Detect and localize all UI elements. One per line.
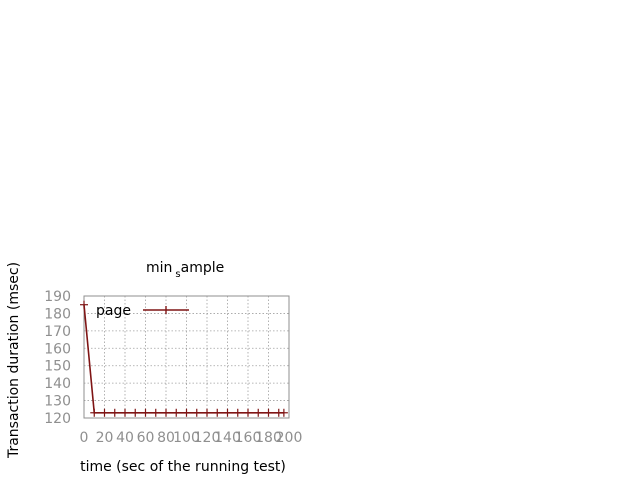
data-point: [162, 408, 170, 417]
chart-title-subscript: s: [175, 269, 180, 280]
x-tick-label: 100: [173, 430, 200, 446]
series-layer: [80, 300, 288, 417]
x-tick-label: 140: [214, 430, 241, 446]
y-tick-label: 130: [44, 394, 71, 410]
x-tick-label: 160: [235, 430, 262, 446]
x-tick-label: 200: [276, 430, 303, 446]
y-tick-label: 180: [44, 306, 71, 322]
data-point: [100, 408, 109, 417]
series-line-page: [83, 304, 284, 414]
data-point: [264, 408, 273, 417]
x-tick-label: 60: [137, 430, 155, 446]
data-point: [151, 408, 160, 417]
chart-title: min sample: [146, 260, 224, 280]
y-tick-label: 160: [44, 341, 71, 357]
data-point: [172, 408, 181, 417]
chart-title-rest: ample: [181, 260, 225, 276]
data-point: [254, 408, 263, 417]
x-tick-label: 180: [255, 430, 282, 446]
data-point: [203, 408, 211, 417]
x-tick-label: 40: [116, 430, 134, 446]
data-point: [192, 408, 201, 417]
x-tick-label: 0: [80, 430, 89, 446]
legend: page: [96, 303, 189, 319]
data-point: [80, 300, 88, 309]
data-point: [131, 408, 140, 417]
y-tick-label: 140: [44, 376, 71, 392]
y-axis-label: Transaction duration (msec): [6, 262, 22, 459]
plot-frame: [83, 295, 290, 419]
data-point: [233, 408, 242, 417]
legend-label-page: page: [96, 303, 131, 319]
data-point: [244, 408, 252, 417]
x-tick-label: 120: [194, 430, 221, 446]
grid: [84, 296, 289, 418]
x-tick-label: 80: [157, 430, 175, 446]
data-point: [121, 408, 129, 417]
data-point: [213, 408, 222, 417]
data-point: [141, 408, 150, 417]
data-point: [110, 408, 119, 417]
data-point: [90, 408, 99, 417]
y-tick-label: 120: [44, 411, 71, 427]
y-tick-label: 150: [44, 359, 71, 375]
x-tick-label: 20: [96, 430, 114, 446]
chart-title-main: min: [146, 260, 172, 276]
data-point: [279, 408, 288, 417]
x-axis-label: time (sec of the running test): [80, 459, 286, 475]
data-point: [223, 408, 232, 417]
data-point: [182, 408, 191, 417]
y-tick-label: 190: [44, 289, 71, 305]
y-tick-label: 170: [44, 324, 71, 340]
